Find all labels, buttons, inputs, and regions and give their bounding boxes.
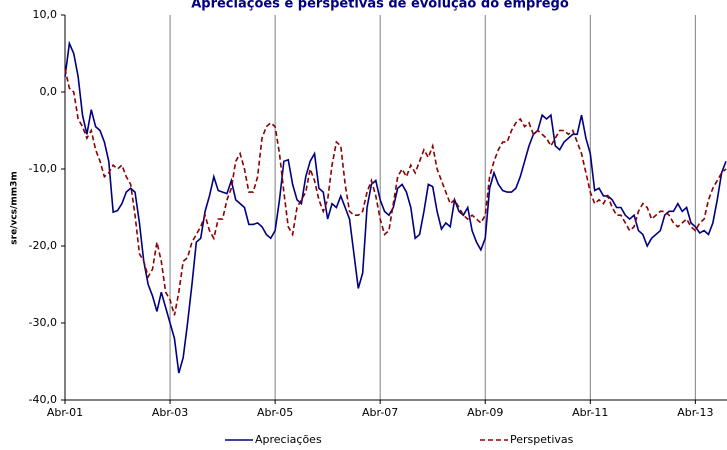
legend-label: Perspetivas xyxy=(510,433,574,446)
x-tick-label: Abr-09 xyxy=(467,406,503,419)
x-tick-label: Abr-13 xyxy=(677,406,713,419)
legend-label: Apreciações xyxy=(255,433,322,446)
x-tick-label: Abr-11 xyxy=(572,406,608,419)
y-axis-label: sre/vcs/mm3m xyxy=(10,171,20,244)
y-tick-label: 0,0 xyxy=(40,85,58,98)
x-tick-label: Abr-07 xyxy=(362,406,398,419)
y-tick-label: -10,0 xyxy=(29,162,57,175)
y-tick-label: -40,0 xyxy=(29,393,57,406)
y-tick-label: -30,0 xyxy=(29,316,57,329)
x-tick-label: Abr-01 xyxy=(47,406,83,419)
data-line xyxy=(64,68,727,316)
chart-title: Apreciações e perspetivas de evolução do… xyxy=(191,0,569,12)
data-line xyxy=(64,40,727,374)
x-tick-label: Abr-05 xyxy=(257,406,293,419)
y-tick-label: 10,0 xyxy=(33,8,58,21)
x-tick-label: Abr-03 xyxy=(152,406,188,419)
y-tick-label: -20,0 xyxy=(29,239,57,252)
